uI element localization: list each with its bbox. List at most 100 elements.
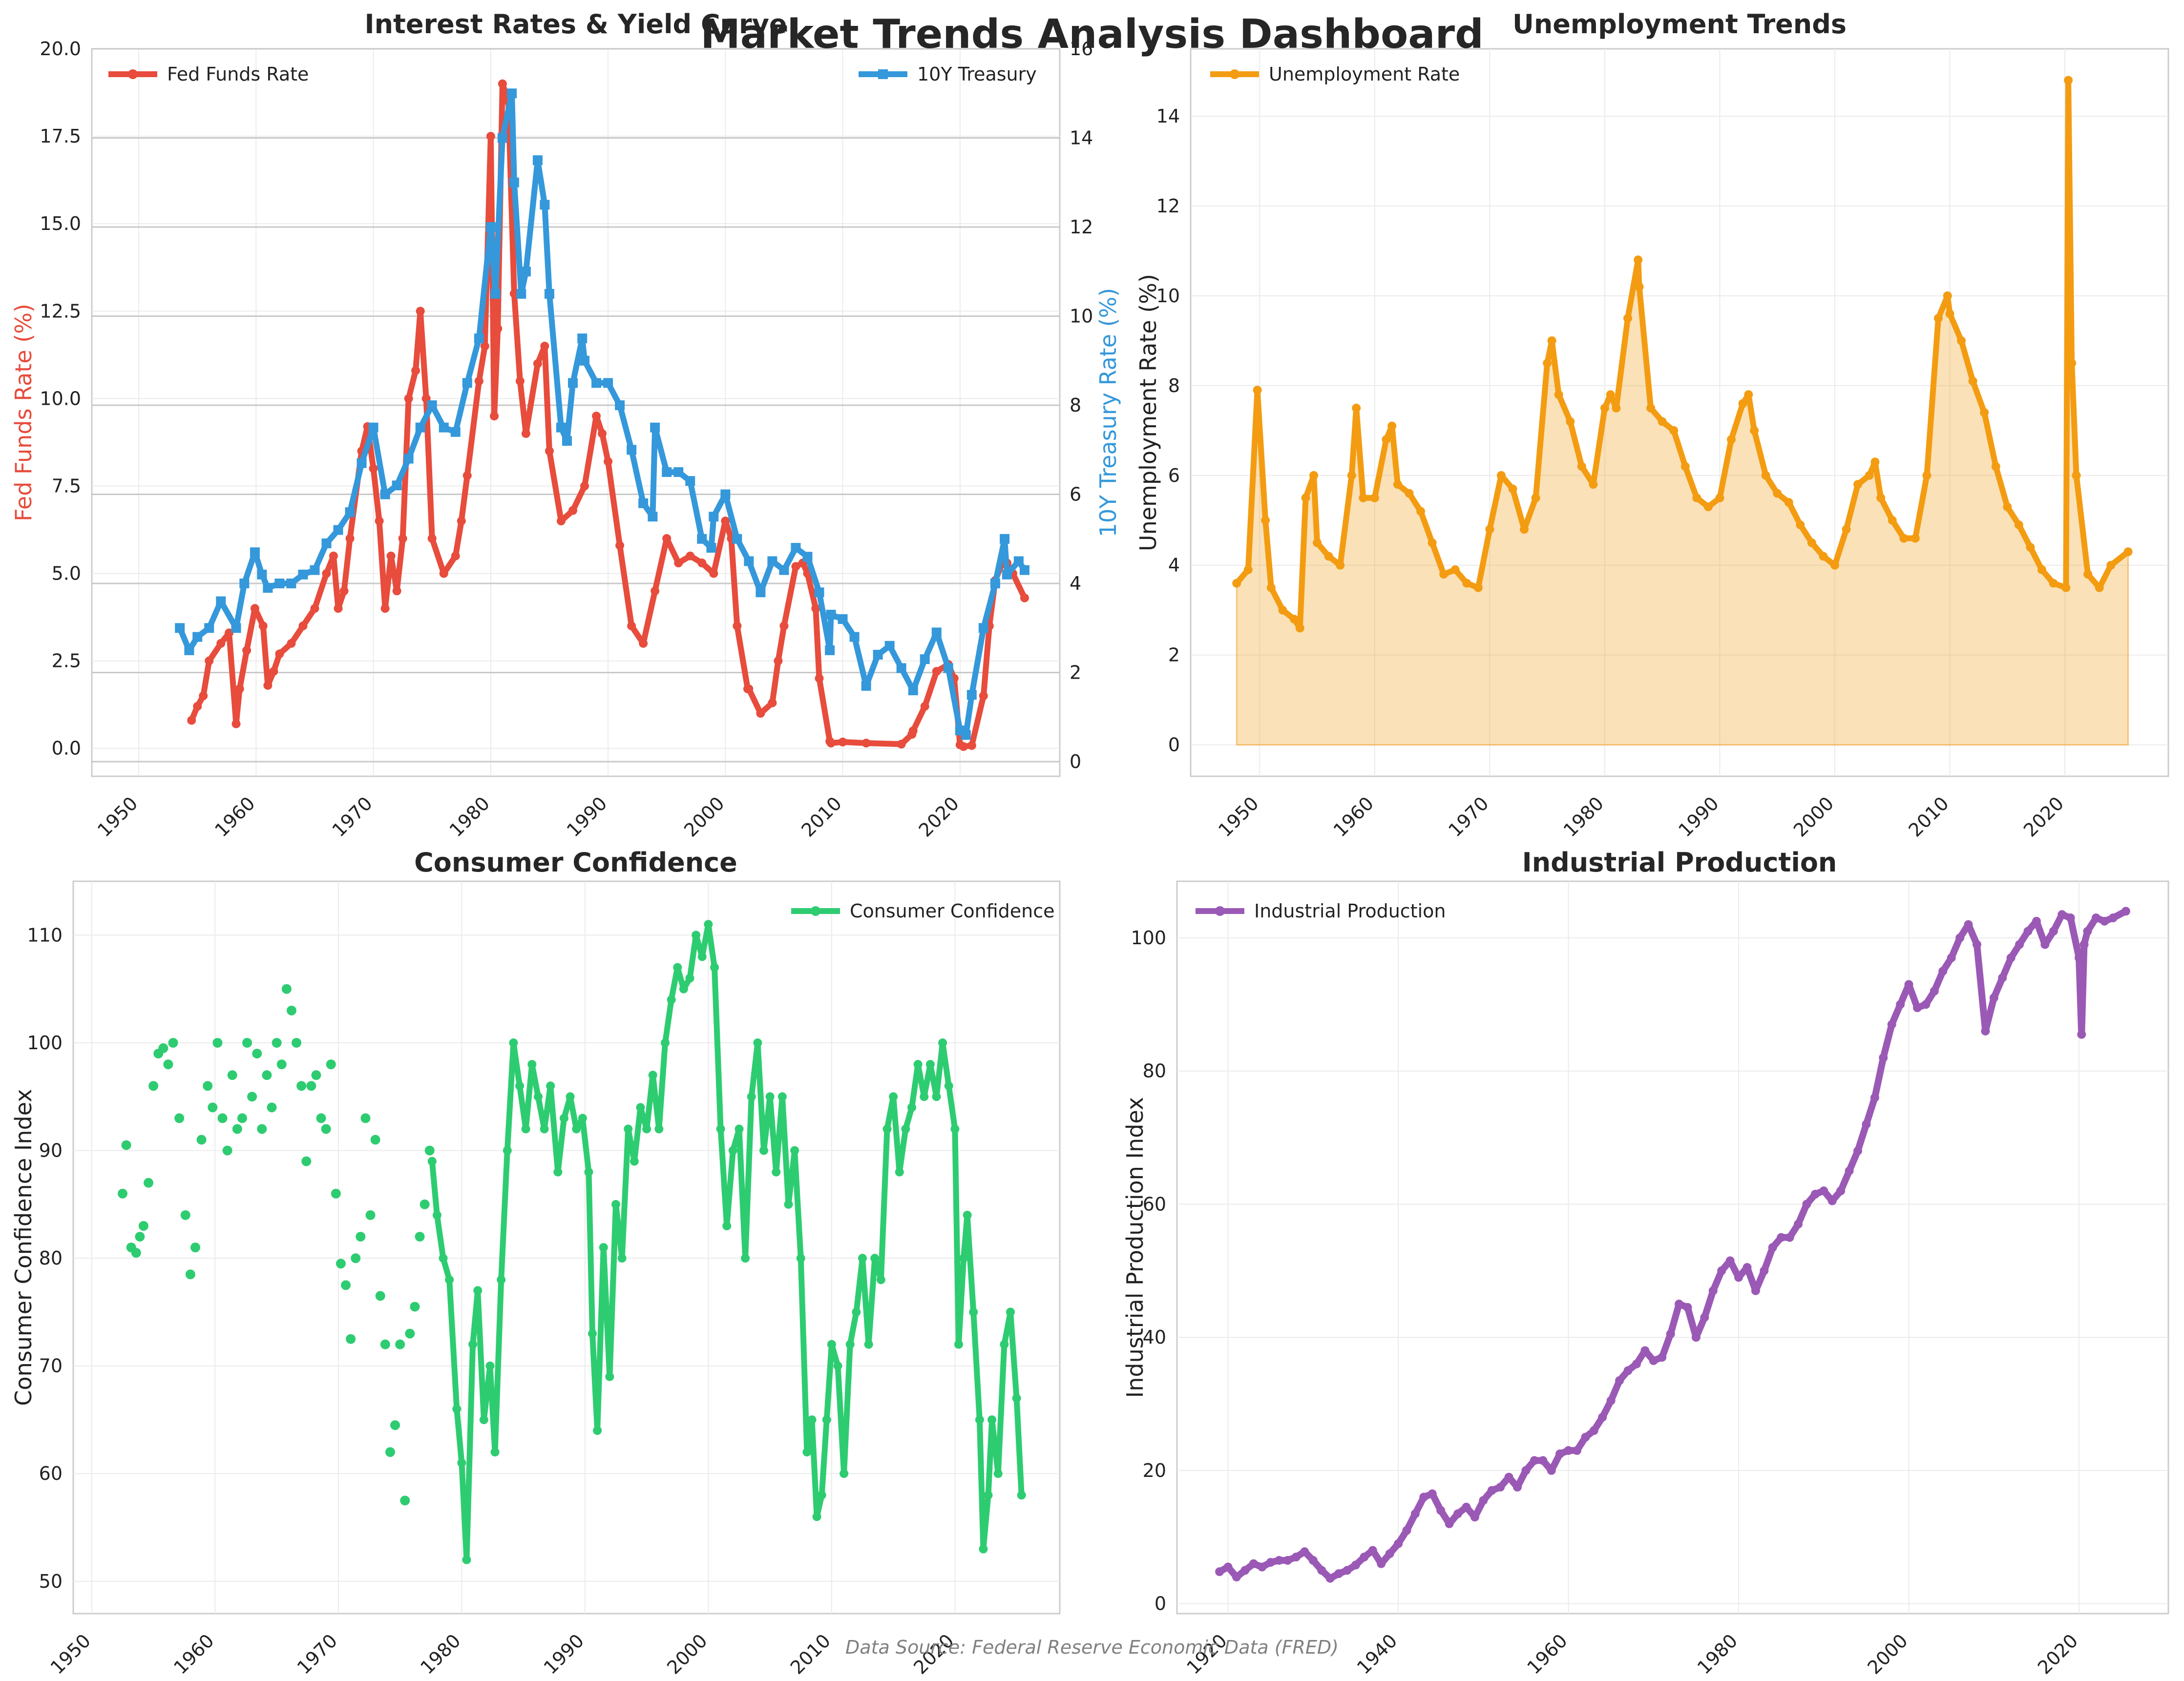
unemployment-point [1738,399,1747,408]
treasury-point [896,663,906,673]
confidence-point [827,1340,836,1349]
confidence-early-point [168,1038,178,1048]
industrial-point [1666,1329,1675,1339]
treasury-point [673,467,684,477]
unemployment-point [1933,313,1943,323]
treasury-y-tick-label: 14 [1070,127,1093,149]
confidence-early-point [190,1243,200,1252]
treasury-point [368,422,378,433]
industrial-point [1249,1559,1258,1568]
fed-funds-point [897,740,906,749]
treasury-point [1013,556,1024,566]
fed-funds-point [474,376,483,386]
industrial-point [1334,1569,1344,1578]
confidence-point [984,1491,993,1500]
confidence-point [895,1167,904,1177]
confidence-early-point [232,1124,242,1134]
unemployment-point [2095,583,2104,592]
treasury-point [627,445,637,455]
treasury-y-tick-label: 0 [1070,751,1081,772]
industrial-point [1402,1526,1411,1535]
confidence-point [807,1415,817,1424]
confidence-point [954,1340,963,1349]
treasury-point [556,422,566,433]
treasury-point [286,579,296,588]
unemployment-marks [1232,76,2133,746]
treasury-point [239,579,250,588]
fed-funds-point [242,646,252,655]
confidence-early-point [356,1231,366,1242]
industrial-point [1998,973,2007,982]
confidence-point [753,1038,762,1047]
fed-funds-point [310,604,319,613]
confidence-point [882,1124,892,1134]
unemployment-axis-label: Unemployment Rate (%) [1135,274,1161,551]
industrial-point [1479,1496,1488,1505]
confidence-grid [73,881,1060,1614]
confidence-early-point [385,1447,395,1457]
treasury-point [497,133,507,143]
industrial-point [2066,913,2075,922]
industrial-y-tick-label: 100 [1131,927,1166,949]
confidence-early-point [227,1070,237,1080]
confidence-y-tick-label: 50 [39,1571,63,1592]
fed-funds-point [709,569,718,578]
confidence-early-point [138,1221,148,1231]
treasury-y-tick-label: 10 [1070,306,1093,327]
unemployment-point [1980,408,1989,417]
treasury-point [961,730,971,740]
industrial-point [1760,1266,1769,1275]
treasury-point [415,422,425,433]
industrial-point [1504,1473,1513,1482]
unemployment-point [1943,291,1952,300]
unemployment-point [1646,403,1656,413]
confidence-point [741,1254,750,1263]
confidence-point [630,1157,639,1166]
confidence-early-point [276,1059,287,1069]
confidence-point [852,1307,861,1317]
industrial-point [1300,1547,1309,1556]
confidence-point [944,1081,953,1091]
unemployment-point [2014,520,2023,529]
confidence-early-point [380,1339,390,1349]
industrial-grid [1177,881,2168,1614]
confidence-early-point [272,1038,282,1048]
confidence-y-tick-label: 100 [27,1032,63,1054]
treasury-point [791,543,801,553]
unemployment-point [1566,417,1575,426]
confidence-point [975,1415,984,1424]
fed-funds-point [615,541,625,550]
fed-funds-point [493,324,503,333]
fed-funds-point [515,376,525,386]
confidence-point [572,1124,581,1134]
industrial-point [1538,1456,1548,1465]
industrial-point [1385,1549,1394,1558]
unemployment-y-tick-label: 12 [1156,195,1180,217]
unemployment-point [1635,282,1644,291]
confidence-early-point [163,1059,173,1069]
unemployment-point [1796,520,1805,529]
treasury-y-tick-label: 4 [1070,573,1081,594]
industrial-title: Industrial Production [1522,847,1837,878]
industrial-point [1955,933,1965,942]
industrial-point [1879,1053,1888,1062]
confidence-early-point [242,1038,252,1048]
unemployment-point [1462,579,1471,588]
industrial-point [1708,1286,1718,1295]
industrial-point [1632,1359,1641,1369]
fed-funds-point [457,517,466,526]
unemployment-point [1842,525,1851,534]
unemployment-point [2037,565,2046,574]
unemployment-point [1370,493,1379,502]
fed-funds-point [651,586,660,596]
fed-funds-point [411,366,420,375]
confidence-point [642,1124,651,1134]
fed-funds-point [838,737,847,747]
treasury-point [825,645,835,655]
legend-confidence: Consumer Confidence [791,900,1055,922]
treasury-point [650,422,660,433]
industrial-point [1683,1303,1692,1312]
confidence-point [566,1092,575,1101]
industrial-marks [1215,907,2130,1583]
confidence-point [907,1103,916,1112]
